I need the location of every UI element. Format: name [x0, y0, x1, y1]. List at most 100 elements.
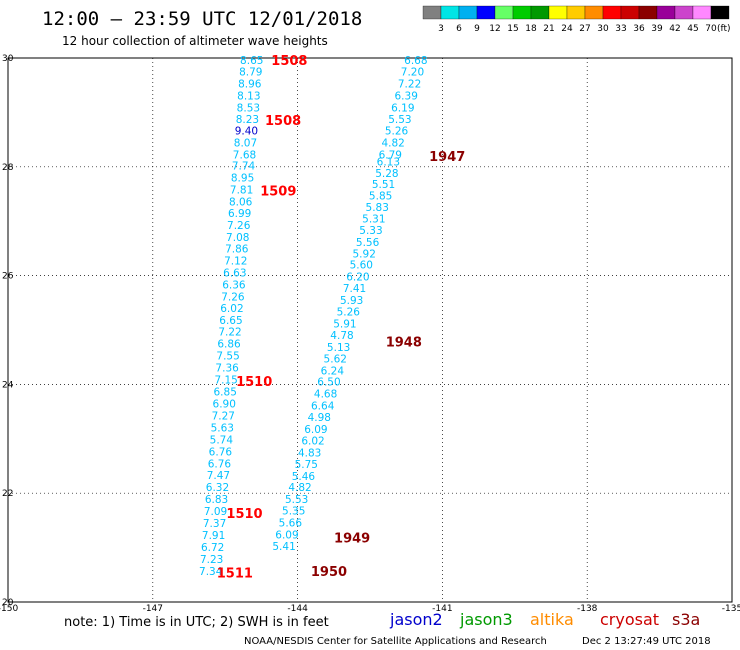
wave-height-value: 6.02 [220, 303, 243, 315]
wave-height-value: 7.74 [232, 161, 256, 173]
wave-height-value: 7.41 [343, 283, 366, 295]
legend-swatch [566, 5, 586, 20]
time-label: 1509 [260, 185, 296, 200]
wave-height-value: 4.83 [298, 447, 321, 459]
wave-height-value: 5.91 [333, 318, 356, 330]
footer-credit: NOAA/NESDIS Center for Satellite Applica… [244, 636, 547, 647]
chart-title: 12:00 – 23:59 UTC 12/01/2018 [42, 8, 362, 30]
legend-label: 42 [669, 24, 680, 34]
wave-height-value: 8.96 [238, 79, 262, 91]
time-label: 1508 [265, 114, 301, 129]
x-tick-label: -150 [0, 604, 18, 614]
time-label: 1947 [429, 150, 465, 165]
time-label: 1511 [217, 567, 253, 582]
footer-timestamp: Dec 2 13:27:49 UTC 2018 [582, 636, 711, 647]
satellite-altika: altika [530, 610, 574, 629]
y-tick-label: 26 [2, 272, 14, 282]
wave-height-value: 5.62 [324, 353, 347, 365]
legend-label: 70 [705, 24, 717, 34]
wave-height-value: 7.36 [215, 363, 239, 375]
wave-height-value: 5.75 [295, 459, 318, 471]
wave-height-value: 7.22 [398, 79, 421, 91]
legend-label: 33 [615, 24, 626, 34]
satellite-cryosat: cryosat [600, 610, 659, 629]
legend-label: 36 [633, 24, 645, 34]
wave-height-value: 6.65 [219, 315, 242, 327]
wave-height-value: 4.68 [314, 389, 337, 401]
time-label: 1510 [226, 507, 262, 522]
wave-height-value: 7.22 [218, 327, 241, 339]
legend-swatch [656, 5, 676, 20]
wave-height-value: 8.23 [236, 114, 259, 126]
wave-height-value: 5.31 [362, 213, 385, 225]
x-tick-label: -141 [432, 604, 452, 614]
wave-height-value: 5.63 [211, 422, 234, 434]
y-tick-label: 30 [2, 54, 14, 64]
wave-height-value: 6.79 [379, 149, 402, 161]
legend-swatch [530, 5, 550, 20]
x-tick-label: -147 [143, 604, 163, 614]
legend-label: 39 [651, 24, 663, 34]
satellite-jason2: jason2 [389, 610, 443, 629]
legend-swatch [548, 5, 568, 20]
y-tick-label: 22 [2, 489, 13, 499]
wave-height-value: 4.82 [288, 482, 311, 494]
satellite-s3a: s3a [672, 610, 700, 629]
wave-height-value: 6.86 [217, 339, 241, 351]
wave-height-value: 7.20 [401, 67, 424, 79]
wave-height-value: 8.79 [239, 67, 262, 79]
wave-height-value: 5.51 [372, 179, 395, 191]
wave-height-value: 5.53 [388, 114, 411, 126]
wave-height-value: 6.83 [205, 494, 228, 506]
wave-height-value: 6.76 [208, 458, 232, 470]
legend-label: 6 [456, 24, 462, 34]
wave-height-value: 5.74 [210, 434, 234, 446]
legend-swatch [602, 5, 622, 20]
wave-height-value: 5.26 [385, 125, 409, 137]
chart-subtitle: 12 hour collection of altimeter wave hei… [62, 34, 328, 48]
wave-height-value: 6.20 [346, 272, 369, 284]
wave-height-value: 6.36 [222, 279, 246, 291]
wave-height-value: 7.91 [202, 530, 225, 542]
wave-height-value: 7.55 [216, 351, 239, 363]
legend-label: 45 [687, 24, 698, 34]
wave-height-value: 8.13 [237, 91, 260, 103]
plot-area: -150 -147 -144 -141 -138 -135 20 22 24 26 28 30 8.65… [0, 54, 740, 614]
y-tick-label: 24 [2, 380, 14, 390]
wave-height-value: 6.64 [311, 401, 335, 413]
wave-height-value: 7.47 [207, 470, 230, 482]
legend-swatch [638, 5, 658, 20]
wave-height-value: 8.53 [237, 103, 260, 115]
wave-height-value: 6.13 [377, 156, 400, 168]
wave-height-value: 5.53 [285, 494, 308, 506]
legend-label: 30 [597, 24, 609, 34]
legend-swatch [476, 5, 496, 20]
wave-height-value: 7.37 [203, 518, 226, 530]
wave-height-value: 5.93 [340, 295, 363, 307]
legend-swatch [458, 5, 478, 20]
legend-swatch [674, 5, 694, 20]
wave-height-value: 6.68 [404, 55, 427, 67]
wave-height-value: 5.33 [359, 225, 382, 237]
wave-height-value: 5.41 [272, 541, 295, 553]
wave-height-value: 6.24 [321, 365, 345, 377]
legend-swatch [422, 5, 442, 20]
plot-frame [7, 57, 733, 603]
wave-height-value: 6.85 [214, 386, 237, 398]
wave-height-value: 7.26 [227, 220, 251, 232]
color-legend: 3 6 9 12 15 18 21 24 27 30 33 36 39 42 45 70 (ft) [422, 5, 731, 34]
wave-height-value: 5.46 [292, 471, 316, 483]
legend-label: 21 [543, 24, 554, 34]
wave-height-value: 8.06 [229, 197, 253, 209]
wave-height-value: 5.66 [279, 518, 303, 530]
legend-swatch [440, 5, 460, 20]
time-label: 1510 [236, 375, 272, 390]
wave-height-value: 8.07 [234, 137, 257, 149]
wave-height-value: 6.02 [301, 435, 324, 447]
wave-height-value: 5.56 [356, 237, 380, 249]
wave-height-value: 6.09 [275, 530, 298, 542]
legend-swatch [584, 5, 604, 20]
wave-height-value: 7.34 [199, 566, 223, 578]
x-tick-label: -144 [287, 604, 308, 614]
legend-unit: (ft) [717, 24, 731, 34]
